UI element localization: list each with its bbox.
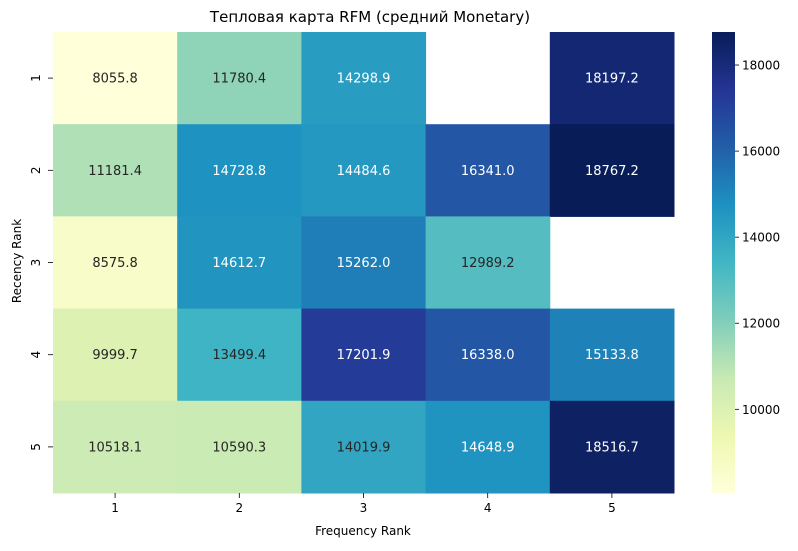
y-tick-label: 4 bbox=[29, 351, 43, 359]
heatmap-cell bbox=[549, 32, 675, 125]
cell-value-label: 18767.2 bbox=[585, 164, 639, 179]
cell-value-label: 16338.0 bbox=[461, 348, 515, 363]
colorbar-tick-label: 14000 bbox=[742, 231, 780, 245]
colorbar-tick-label: 18000 bbox=[742, 59, 780, 73]
cell-value-label: 14728.8 bbox=[212, 164, 266, 179]
cell-value-label: 14019.9 bbox=[337, 440, 391, 455]
heatmap-cell bbox=[425, 216, 551, 310]
colorbar-tick-label: 12000 bbox=[742, 317, 780, 331]
cell-value-label: 14484.6 bbox=[337, 164, 391, 179]
heatmap-cell bbox=[425, 400, 551, 494]
cell-value-label: 15262.0 bbox=[337, 256, 391, 271]
heatmap-cell bbox=[177, 32, 302, 125]
cell-value-label: 15133.8 bbox=[585, 348, 639, 363]
cell-value-label: 14648.9 bbox=[461, 440, 515, 455]
cell-value-label: 18516.7 bbox=[585, 440, 639, 455]
colorbar-tick-label: 10000 bbox=[742, 403, 780, 417]
heatmap-cell bbox=[177, 308, 302, 402]
y-tick-label: 3 bbox=[29, 259, 43, 267]
x-axis: 1 2 3 4 5 bbox=[111, 493, 616, 515]
heatmap-cell bbox=[549, 124, 675, 217]
heatmap-cell bbox=[301, 216, 427, 310]
heatmap-cell bbox=[53, 400, 178, 494]
y-tick-label: 5 bbox=[29, 443, 43, 451]
cell-value-label: 10518.1 bbox=[88, 440, 142, 455]
heatmap-cell bbox=[53, 32, 178, 125]
colorbar: 10000 12000 14000 16000 18000 bbox=[712, 32, 780, 493]
heatmap-cell bbox=[53, 216, 178, 310]
heatmap-cell bbox=[177, 400, 302, 494]
heatmap-cell bbox=[301, 124, 427, 217]
cell-value-label: 9999.7 bbox=[92, 348, 138, 363]
y-axis-label: Recency Rank bbox=[10, 219, 24, 303]
heatmap-cell bbox=[425, 124, 551, 217]
cell-value-label: 16341.0 bbox=[461, 164, 515, 179]
chart-title: Тепловая карта RFM (средний Monetary) bbox=[209, 8, 530, 26]
cell-value-label: 14612.7 bbox=[212, 256, 266, 271]
x-tick-label: 2 bbox=[235, 501, 243, 515]
colorbar-tick-label: 16000 bbox=[742, 145, 780, 159]
x-tick-label: 4 bbox=[484, 501, 492, 515]
cell-value-label: 13499.4 bbox=[212, 348, 266, 363]
heatmap-cell bbox=[549, 308, 675, 402]
cell-value-label: 17201.9 bbox=[337, 348, 391, 363]
heatmap-cell bbox=[301, 400, 427, 494]
y-tick-label: 1 bbox=[29, 74, 43, 82]
heatmap-cell bbox=[425, 308, 551, 402]
cell-value-label: 12989.2 bbox=[461, 256, 515, 271]
cell-value-label: 14298.9 bbox=[337, 72, 391, 87]
x-tick-label: 3 bbox=[360, 501, 368, 515]
heatmap-cells: 8055.8 11780.4 14298.9 18197.2 11181.4 14728.… bbox=[53, 32, 675, 494]
colorbar-gradient bbox=[712, 32, 735, 493]
cell-value-label: 11780.4 bbox=[212, 72, 266, 87]
heatmap-cell bbox=[549, 400, 675, 494]
heatmap-cell bbox=[301, 32, 427, 125]
cell-value-label: 8575.8 bbox=[92, 256, 138, 271]
y-tick-label: 2 bbox=[29, 166, 43, 174]
cell-value-label: 10590.3 bbox=[212, 440, 266, 455]
cell-value-label: 8055.8 bbox=[92, 72, 138, 87]
y-axis: 1 2 3 4 5 bbox=[29, 74, 53, 451]
x-axis-label: Frequency Rank bbox=[315, 524, 411, 538]
heatmap-cell bbox=[177, 124, 302, 217]
heatmap-cell bbox=[301, 308, 427, 402]
heatmap-cell bbox=[177, 216, 302, 310]
x-tick-label: 1 bbox=[111, 501, 119, 515]
cell-value-label: 18197.2 bbox=[585, 72, 639, 87]
heatmap-cell bbox=[53, 308, 178, 402]
heatmap-cell bbox=[53, 124, 178, 217]
x-tick-label: 5 bbox=[608, 501, 616, 515]
cell-value-label: 11181.4 bbox=[88, 164, 142, 179]
